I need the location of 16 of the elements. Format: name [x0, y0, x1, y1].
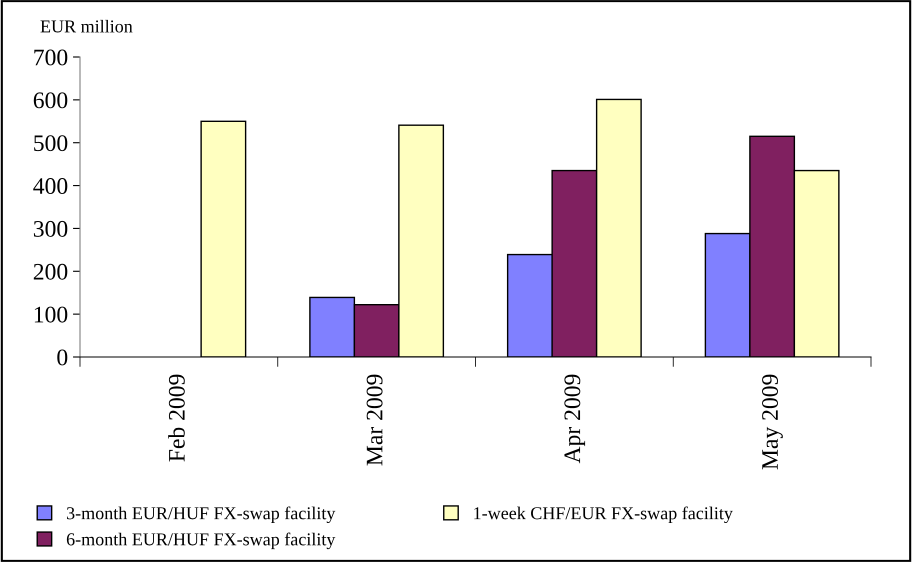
- x-tick-label: Mar 2009: [366, 374, 383, 466]
- x-tick-label: Apr 2009: [564, 374, 586, 464]
- y-tick-label: 400: [33, 178, 68, 194]
- x-tick-label: Feb 2009: [168, 374, 185, 462]
- y-tick-label: 200: [34, 264, 68, 280]
- legend-label: 1-week CHF/EUR FX-swap facility: [474, 506, 733, 524]
- y-tick-label: 700: [34, 49, 68, 66]
- legend-label: 3-month EUR/HUF FX-swap facility: [66, 506, 336, 524]
- y-tick-label: 600: [34, 92, 68, 108]
- x-tick-label: May 2009: [762, 374, 783, 470]
- y-axis-title: EUR million: [40, 20, 133, 33]
- y-tick-label: 100: [34, 306, 68, 323]
- y-tick-label: 300: [34, 220, 68, 237]
- y-tick-label: 0: [57, 349, 68, 366]
- legend-label: 6-month EUR/HUF FX-swap facility: [66, 532, 336, 550]
- y-tick-label: 500: [34, 135, 68, 152]
